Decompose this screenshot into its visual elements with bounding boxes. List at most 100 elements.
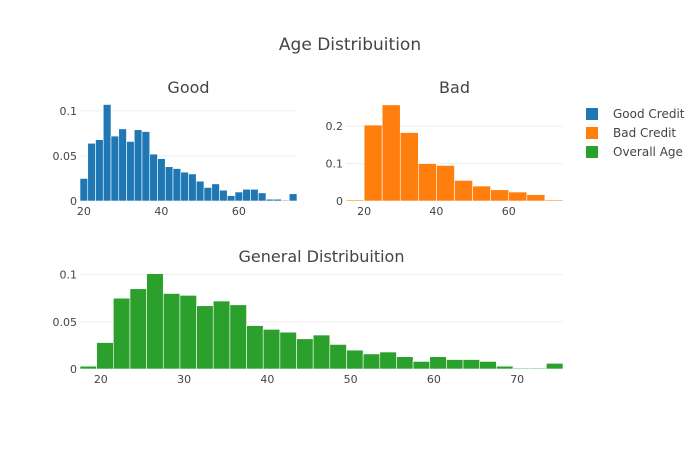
histogram-bar[interactable]: [102, 104, 112, 202]
histogram-bar[interactable]: [149, 153, 158, 202]
histogram-bar[interactable]: [164, 166, 174, 202]
legend-item[interactable]: Overall Age: [586, 145, 683, 159]
histogram-bar[interactable]: [399, 132, 419, 202]
histogram-bar[interactable]: [454, 180, 473, 202]
histogram-bar[interactable]: [281, 199, 290, 202]
y-tick-label: 0: [336, 195, 343, 208]
legend-swatch: [586, 127, 598, 139]
y-tick-label: 0: [70, 363, 77, 376]
subplot-2: General Distribuition 0 0.05 0.1 20 30 40 50 60 7…: [53, 247, 564, 386]
histogram-bar[interactable]: [396, 356, 414, 370]
x-tick-label: 70: [510, 373, 524, 386]
histogram-bar[interactable]: [418, 163, 437, 202]
subplot-title: Good: [167, 78, 209, 97]
histogram-bar[interactable]: [329, 344, 347, 370]
histogram-bar[interactable]: [257, 192, 267, 202]
histogram-bar[interactable]: [96, 342, 114, 370]
histogram-bar[interactable]: [179, 295, 197, 370]
histogram-bar[interactable]: [129, 288, 147, 370]
legend-item[interactable]: Bad Credit: [586, 126, 676, 140]
histogram-bar[interactable]: [87, 142, 96, 202]
histogram-bar[interactable]: [512, 367, 530, 370]
x-tick-label: 60: [502, 205, 516, 218]
y-tick-label: 0: [70, 195, 77, 208]
x-tick-label: 60: [427, 373, 441, 386]
histogram-bar[interactable]: [226, 195, 236, 202]
histogram-bar[interactable]: [79, 365, 97, 370]
subplot-title: Bad: [439, 78, 470, 97]
histogram-bar[interactable]: [379, 351, 397, 370]
histogram-bar[interactable]: [162, 293, 181, 370]
x-tick-label: 20: [357, 205, 371, 218]
subplot-title: General Distribuition: [239, 247, 405, 266]
histogram-bar[interactable]: [296, 338, 314, 370]
histogram-bar[interactable]: [195, 180, 205, 202]
histogram-bar[interactable]: [133, 129, 143, 202]
histogram-bar[interactable]: [496, 365, 514, 370]
histogram-bar[interactable]: [229, 304, 247, 370]
histogram-bar[interactable]: [462, 359, 481, 370]
legend[interactable]: Good Credit Bad Credit Overall Age: [586, 107, 685, 159]
histogram-bar[interactable]: [345, 199, 365, 202]
legend-label: Good Credit: [613, 107, 685, 121]
y-tick-label: 0.05: [53, 316, 78, 329]
histogram-bar[interactable]: [346, 349, 364, 370]
x-tick-label: 50: [344, 373, 358, 386]
histogram-bar[interactable]: [219, 189, 228, 202]
histogram-bar[interactable]: [79, 178, 89, 202]
legend-swatch: [586, 146, 598, 158]
histogram-bar[interactable]: [246, 325, 264, 370]
histogram-bar[interactable]: [180, 171, 189, 202]
histogram-bar[interactable]: [118, 128, 127, 202]
y-tick-label: 0.1: [60, 269, 78, 282]
histogram-bar[interactable]: [544, 199, 564, 202]
histogram-bar[interactable]: [479, 361, 497, 370]
histogram-bar[interactable]: [110, 135, 120, 202]
histogram-bar[interactable]: [436, 165, 455, 202]
histogram-bar[interactable]: [126, 141, 135, 202]
histogram-bar[interactable]: [250, 188, 259, 202]
histogram-bar[interactable]: [113, 297, 131, 370]
histogram-bar[interactable]: [429, 356, 447, 370]
x-tick-label: 40: [260, 373, 274, 386]
x-tick-label: 20: [94, 373, 108, 386]
histogram-bar[interactable]: [446, 359, 464, 370]
legend-item[interactable]: Good Credit: [586, 107, 685, 121]
histogram-bar[interactable]: [312, 334, 331, 370]
histogram-bar[interactable]: [288, 193, 298, 202]
histogram-bar[interactable]: [279, 331, 297, 370]
histogram-bar[interactable]: [146, 273, 164, 370]
histogram-bar[interactable]: [234, 191, 244, 202]
histogram-bar[interactable]: [203, 187, 213, 202]
histogram-bar[interactable]: [273, 198, 282, 202]
histogram-bar[interactable]: [363, 124, 383, 202]
histogram-bar[interactable]: [196, 305, 214, 370]
x-tick-label: 40: [154, 205, 168, 218]
histogram-bar[interactable]: [157, 158, 166, 202]
histogram-bar[interactable]: [526, 194, 546, 202]
histogram-bar[interactable]: [172, 168, 182, 202]
histogram-bar[interactable]: [262, 329, 281, 370]
histogram-bar[interactable]: [212, 300, 231, 370]
histogram-bar[interactable]: [242, 188, 251, 202]
histogram-bar[interactable]: [472, 185, 491, 202]
histogram-bar[interactable]: [508, 191, 528, 202]
subplot-1: Bad 0 0.1 0.2 20 40 60: [326, 78, 564, 218]
histogram-bar[interactable]: [211, 183, 220, 202]
histogram-bar[interactable]: [95, 139, 104, 202]
x-tick-label: 40: [429, 205, 443, 218]
histogram-bar[interactable]: [141, 131, 151, 202]
histogram-bar[interactable]: [412, 361, 431, 370]
histogram-bar[interactable]: [188, 173, 197, 202]
x-tick-label: 30: [177, 373, 191, 386]
subplot-0: Good 0 0.05 0.1 20 40 60: [53, 78, 298, 218]
histogram-bar[interactable]: [529, 367, 547, 370]
histogram-bar[interactable]: [490, 189, 510, 202]
histogram-bar[interactable]: [546, 363, 564, 370]
histogram-bar[interactable]: [362, 353, 381, 370]
histogram-bar[interactable]: [265, 198, 275, 202]
histogram-bar[interactable]: [381, 104, 401, 202]
